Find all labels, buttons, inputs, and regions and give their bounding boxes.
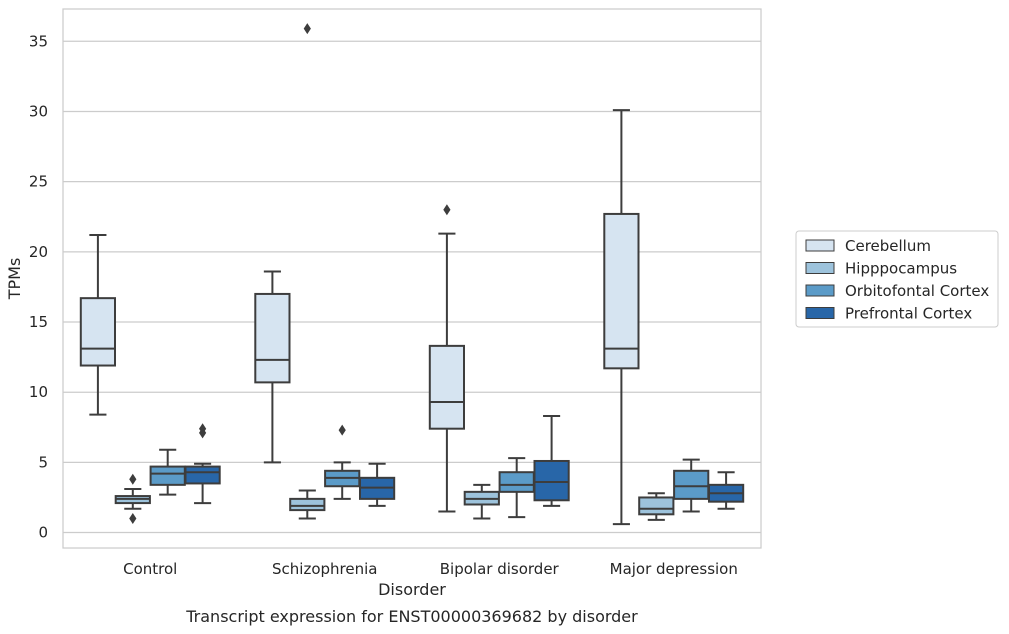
box-plot: [428, 204, 466, 513]
box-iqr: [79, 297, 117, 367]
x-tick-label: Bipolar disorder: [440, 560, 560, 578]
box-plot: [358, 462, 396, 507]
legend-item: Hipppocampus: [805, 260, 957, 278]
box-iqr: [603, 212, 640, 370]
box-plot: [498, 457, 535, 519]
box-plot: [707, 471, 745, 510]
box-iqr: [638, 496, 675, 516]
legend-label: Cerebellum: [845, 237, 931, 255]
legend-frame: [795, 230, 999, 328]
x-axis-ticks: Control Schizophrenia Bipolar disorder Majo…: [123, 560, 738, 578]
outlier-marker: [129, 513, 137, 525]
box-iqr: [428, 344, 466, 430]
box-plot: [254, 270, 291, 464]
y-tick-label: 0: [38, 524, 48, 542]
plot-area-frame: [62, 8, 762, 549]
box-iqr: [673, 469, 710, 500]
box-plot: [638, 492, 675, 521]
legend-label: Hipppocampus: [845, 260, 957, 278]
y-axis-ticks: 0 5 10 15 20 25 30 35: [29, 32, 48, 541]
outlier-marker: [199, 427, 207, 439]
legend-item: Orbitofontal Cortex: [805, 282, 989, 300]
box-plot: [79, 233, 117, 416]
y-axis-label: TPMs: [5, 258, 24, 301]
outlier-marker: [303, 23, 311, 35]
x-axis-label: Disorder: [378, 580, 446, 599]
legend-item: Prefrontal Cortex: [805, 305, 972, 323]
x-tick-label: Major depression: [610, 560, 738, 578]
box-plot: [533, 415, 570, 507]
box-plot: [184, 423, 221, 505]
y-tick-label: 20: [29, 243, 48, 261]
y-tick-label: 15: [29, 313, 48, 331]
box-plot: [324, 424, 361, 500]
box-plot: [463, 483, 500, 520]
y-tick-label: 25: [29, 173, 48, 191]
box-iqr: [149, 465, 186, 486]
y-tick-label: 30: [29, 102, 48, 120]
box-series: [79, 23, 745, 526]
legend-swatch: [805, 307, 835, 319]
box-iqr: [498, 471, 535, 493]
box-plot: [289, 23, 326, 520]
legend-swatch: [805, 262, 835, 274]
legend-swatch: [805, 239, 835, 252]
x-tick-label: Schizophrenia: [272, 560, 377, 578]
figure-caption: Transcript expression for ENST0000036968…: [185, 607, 638, 626]
box-iqr: [254, 292, 291, 384]
y-tick-label: 10: [29, 383, 48, 401]
outlier-marker: [338, 424, 346, 436]
legend-label: Prefrontal Cortex: [845, 305, 972, 323]
legend: Cerebellum Hipppocampus Orbitofontal Corte…: [795, 230, 999, 328]
legend-swatch: [805, 284, 835, 297]
legend-item: Cerebellum: [805, 237, 931, 255]
box-plot: [673, 458, 710, 513]
x-tick-label: Control: [123, 560, 177, 578]
box-iqr: [289, 497, 326, 512]
outlier-marker: [129, 473, 137, 485]
outlier-marker: [443, 204, 451, 216]
y-tick-label: 35: [29, 32, 48, 50]
grid-lines: [63, 40, 761, 534]
box-iqr: [184, 465, 221, 485]
box-plot: [603, 109, 640, 526]
box-plot: [149, 448, 186, 496]
y-tick-label: 5: [38, 453, 48, 471]
box-iqr: [533, 459, 570, 502]
legend-label: Orbitofontal Cortex: [845, 282, 989, 300]
box-plot: [114, 473, 151, 525]
